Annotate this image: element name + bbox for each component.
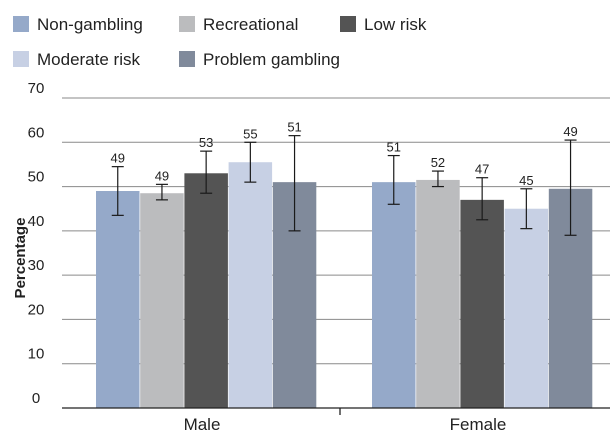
data-label-male-2: 53: [199, 135, 213, 150]
y-tick-label: 30: [28, 257, 45, 274]
x-category-label-male: Male: [184, 415, 221, 432]
bar-female-1: [416, 179, 460, 408]
y-tick-label: 10: [28, 346, 45, 363]
error-bar-male-3: [244, 141, 257, 183]
legend-swatch-0: [13, 16, 29, 32]
y-tick-label: 70: [28, 80, 45, 97]
error-bar-male-4: [288, 135, 301, 232]
data-label-male-3: 55: [243, 126, 257, 141]
bar-male-1: [140, 193, 184, 408]
legend-label-2: Low risk: [364, 15, 427, 34]
y-tick-label: 20: [28, 301, 45, 318]
data-label-male-1: 49: [155, 168, 169, 183]
y-axis-ticks: 0 10 20 30 40 50 60 70: [28, 80, 45, 407]
data-label-male-0: 49: [111, 151, 125, 166]
error-bar-female-4: [564, 139, 577, 236]
y-tick-label: 60: [28, 124, 45, 141]
legend-swatch-4: [179, 51, 195, 67]
data-label-female-4: 49: [563, 124, 577, 139]
data-label-female-2: 47: [475, 162, 489, 177]
bar-female-3: [504, 208, 549, 408]
data-label-female-3: 45: [519, 173, 533, 188]
legend-label-0: Non-gambling: [37, 15, 143, 34]
error-bars: [111, 135, 577, 236]
x-category-label-female: Female: [450, 415, 507, 432]
bar-female-0: [372, 182, 416, 408]
legend-swatch-1: [179, 16, 195, 32]
axes: Male Female: [62, 407, 610, 432]
bar-male-0: [96, 191, 140, 408]
data-label-male-4: 51: [287, 120, 301, 135]
y-axis-title: Percentage: [12, 218, 29, 299]
legend-label-4: Problem gambling: [203, 50, 340, 69]
legend-label-1: Recreational: [203, 15, 298, 34]
data-labels: 49 49 53 55 51 51 52 47 45 49: [111, 120, 578, 188]
bar-male-3: [228, 162, 273, 408]
error-bar-male-0: [111, 166, 124, 216]
error-bar-female-0: [387, 154, 400, 205]
error-bar-male-2: [200, 150, 213, 194]
legend-swatch-2: [340, 16, 356, 32]
legend-label-3: Moderate risk: [37, 50, 140, 69]
y-tick-label: 50: [28, 169, 45, 186]
data-label-female-1: 52: [431, 155, 445, 170]
data-label-female-0: 51: [387, 140, 401, 155]
bar-male-2: [184, 173, 228, 408]
error-bar-female-3: [520, 188, 533, 230]
y-tick-label: 40: [28, 213, 45, 230]
bar-female-2: [460, 199, 504, 408]
y-tick-label: 0: [32, 390, 40, 407]
error-bar-female-2: [476, 177, 489, 221]
error-bar-female-1: [431, 170, 444, 188]
legend-swatch-3: [13, 51, 29, 67]
bars: [96, 162, 593, 408]
legend: Non-gambling Recreational Low risk Moderate…: [13, 15, 427, 69]
error-bar-male-1: [155, 183, 168, 201]
